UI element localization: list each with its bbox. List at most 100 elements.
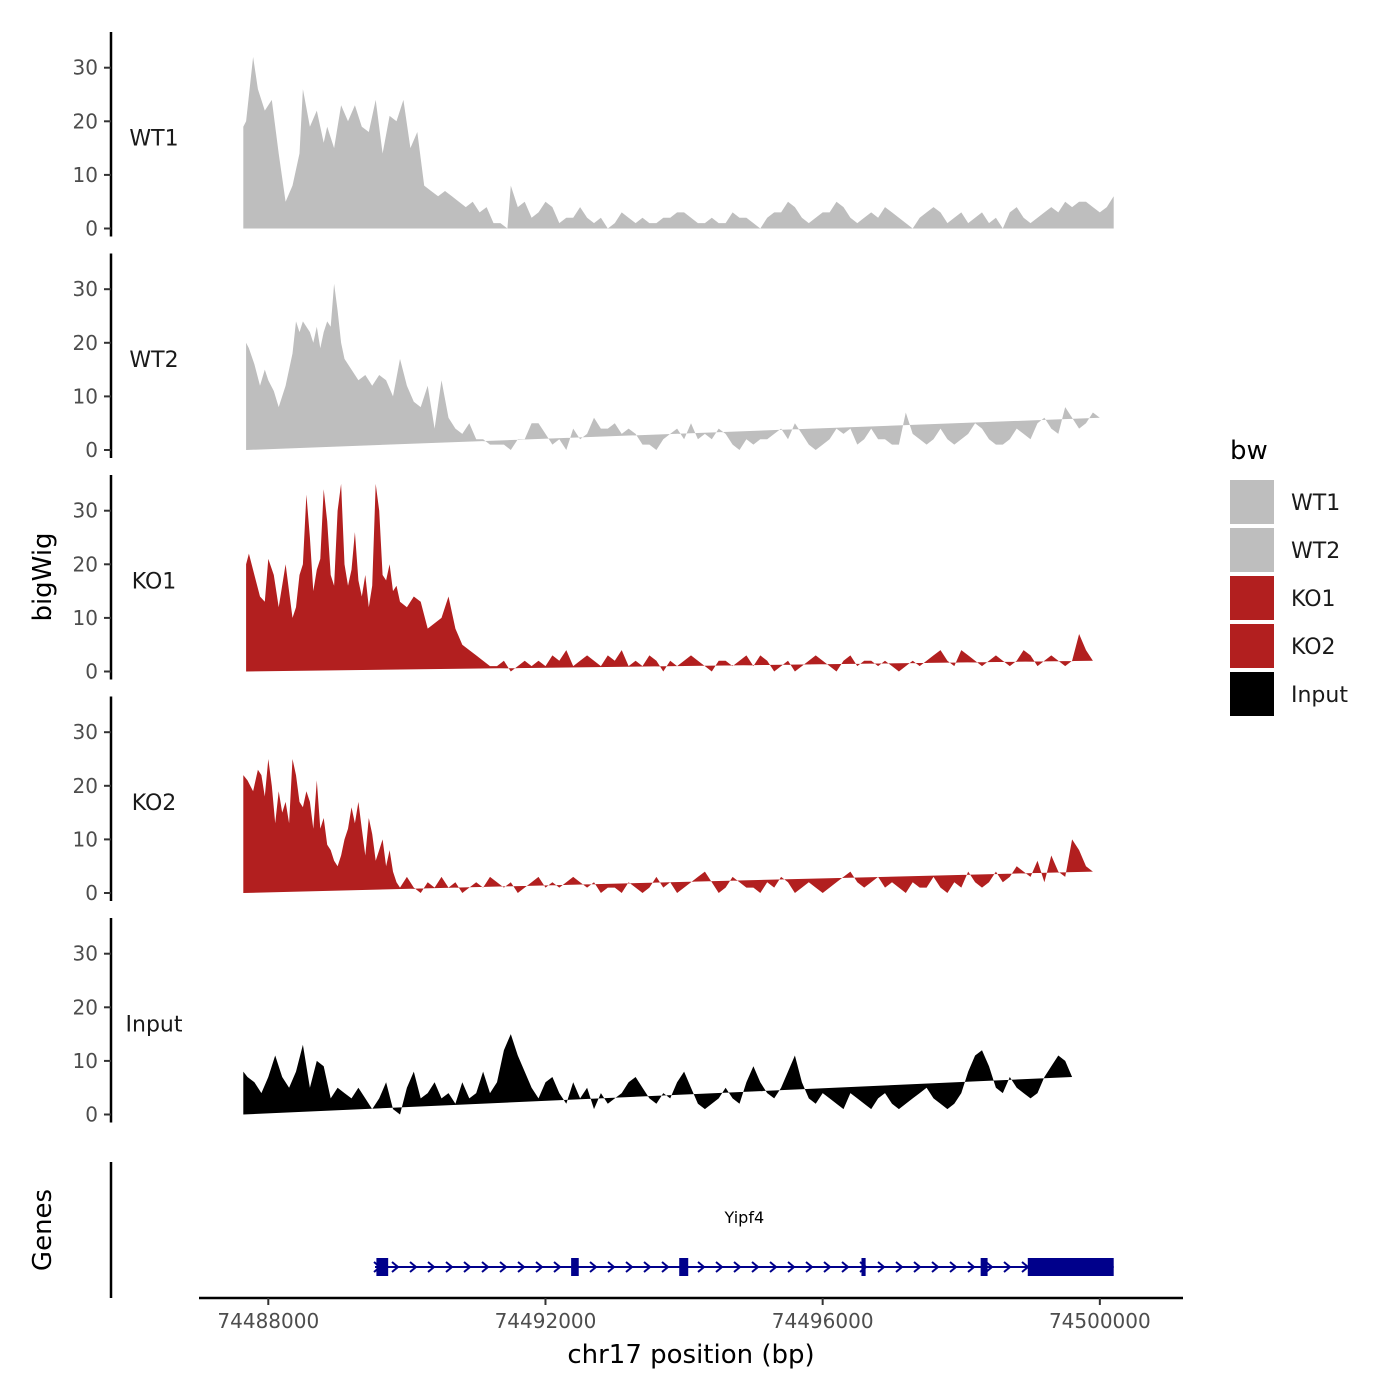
y-tick-label: 30 — [73, 277, 98, 301]
legend-title: bw — [1230, 436, 1268, 466]
gene-name-label: Yipf4 — [724, 1208, 765, 1227]
strand-arrow — [895, 1261, 904, 1273]
y-tick-label: 10 — [73, 827, 98, 851]
strand-arrow — [643, 1261, 652, 1273]
x-tick-label: 74488000 — [217, 1309, 319, 1333]
track-ko2: 0 10 20 30 KO2 — [73, 696, 1093, 905]
y-tick-label: 10 — [73, 606, 98, 630]
y-tick-label: 30 — [73, 942, 98, 966]
y-tick-label: 10 — [73, 1049, 98, 1073]
legend-label: WT2 — [1291, 539, 1340, 564]
strand-arrow — [481, 1261, 490, 1273]
strand-arrow — [733, 1261, 742, 1273]
x-axis-ticks: 74488000 74492000 74496000 74500000 — [217, 1298, 1151, 1333]
x-tick-label: 74492000 — [495, 1309, 597, 1333]
legend-swatch — [1230, 672, 1274, 716]
strand-arrow — [391, 1261, 400, 1273]
strand-arrow — [751, 1261, 760, 1273]
x-axis-label: chr17 position (bp) — [567, 1340, 814, 1370]
y-tick-label: 0 — [85, 660, 98, 684]
strand-arrow — [625, 1261, 634, 1273]
strand-arrow — [769, 1261, 778, 1273]
track-label: KO2 — [132, 791, 177, 816]
gene-exon — [376, 1258, 389, 1276]
strand-arrow — [787, 1261, 796, 1273]
strand-arrow — [499, 1261, 508, 1273]
track-wt2: 0 10 20 30 WT2 — [73, 253, 1100, 462]
x-tick-label: 74496000 — [772, 1309, 874, 1333]
y-tick-label: 0 — [85, 1103, 98, 1127]
legend-items: WT1 WT2 KO1 KO2 Input — [1230, 480, 1348, 716]
legend-label: WT1 — [1291, 491, 1340, 516]
strand-arrow — [589, 1261, 598, 1273]
strand-arrow — [553, 1261, 562, 1273]
strand-arrow — [967, 1261, 976, 1273]
legend-label: KO2 — [1291, 635, 1336, 660]
track-wt1: 0 10 20 30 WT1 — [73, 32, 1114, 241]
coverage-area-ko2 — [243, 759, 1093, 893]
legend-swatch — [1230, 576, 1274, 620]
strand-arrow — [823, 1261, 832, 1273]
x-axis: 74488000 74492000 74496000 74500000 chr17 p… — [199, 1296, 1183, 1370]
gene-exon — [1027, 1258, 1114, 1276]
track-label: WT2 — [129, 348, 178, 373]
y-tick-label: 20 — [73, 552, 98, 576]
strand-arrow — [427, 1261, 436, 1273]
strand-arrow — [409, 1261, 418, 1273]
gene-panel: Genes Yipf4 — [28, 1162, 1114, 1298]
strand-arrow — [715, 1261, 724, 1273]
gene-exon — [861, 1258, 866, 1276]
strand-arrow — [445, 1261, 454, 1273]
legend-swatch — [1230, 480, 1274, 524]
track-panels: 0 10 20 30 WT1 0 10 20 30 WT2 0 10 20 30 KO1 0 10 20 30 KO2… — [73, 32, 1114, 1127]
track-input: 0 10 20 30 Input — [73, 918, 1073, 1127]
strand-arrow — [805, 1261, 814, 1273]
track-label: WT1 — [129, 126, 178, 151]
strand-arrow — [661, 1261, 670, 1273]
strand-arrow — [877, 1261, 886, 1273]
legend: bw WT1 WT2 KO1 KO2 Input — [1230, 436, 1348, 716]
y-tick-label: 0 — [85, 881, 98, 905]
strand-arrow — [607, 1261, 616, 1273]
legend-label: Input — [1291, 683, 1348, 708]
legend-swatch — [1230, 624, 1274, 668]
gene-exon — [571, 1258, 579, 1276]
strand-arrow — [949, 1261, 958, 1273]
gene-exon — [679, 1258, 689, 1276]
x-tick-label: 74500000 — [1049, 1309, 1151, 1333]
track-label: Input — [126, 1012, 183, 1037]
strand-arrow — [913, 1261, 922, 1273]
y-axis-label: bigWig — [28, 532, 58, 621]
strand-arrow — [841, 1261, 850, 1273]
legend-label: KO1 — [1291, 587, 1336, 612]
track-label: KO1 — [132, 569, 177, 594]
strand-arrow — [931, 1261, 940, 1273]
coverage-area-ko1 — [246, 483, 1093, 672]
strand-arrow — [535, 1261, 544, 1273]
y-tick-label: 20 — [73, 995, 98, 1019]
strand-arrow — [1003, 1261, 1012, 1273]
gene-model — [373, 1258, 1114, 1276]
gene-exon — [980, 1258, 988, 1276]
y-tick-label: 20 — [73, 109, 98, 133]
strand-arrow — [985, 1261, 994, 1273]
legend-swatch — [1230, 528, 1274, 572]
strand-arrow — [517, 1261, 526, 1273]
y-tick-label: 0 — [85, 438, 98, 462]
strand-arrow — [463, 1261, 472, 1273]
coverage-area-wt1 — [243, 57, 1114, 229]
y-tick-label: 10 — [73, 163, 98, 187]
y-tick-label: 0 — [85, 217, 98, 241]
y-tick-label: 30 — [73, 720, 98, 744]
y-tick-label: 20 — [73, 331, 98, 355]
coverage-area-input — [243, 1034, 1073, 1115]
y-tick-label: 30 — [73, 56, 98, 80]
coverage-area-wt2 — [246, 283, 1100, 450]
genes-axis-label: Genes — [28, 1189, 58, 1271]
y-tick-label: 30 — [73, 499, 98, 523]
y-tick-label: 20 — [73, 774, 98, 798]
y-tick-label: 10 — [73, 384, 98, 408]
track-ko1: 0 10 20 30 KO1 — [73, 475, 1093, 684]
strand-arrow — [697, 1261, 706, 1273]
